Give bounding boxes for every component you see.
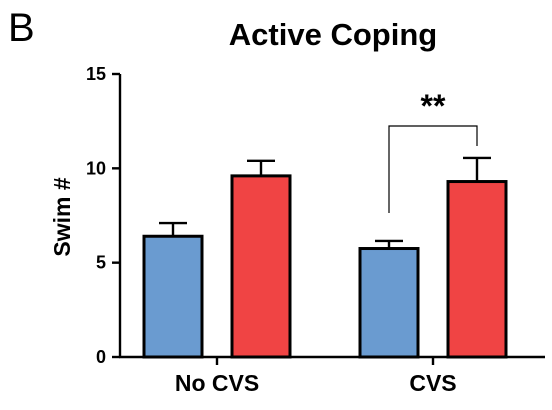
significance-annotations: **: [388, 88, 478, 213]
x-axis-ticks: No CVS CVS: [175, 357, 457, 396]
bar: [446, 180, 508, 359]
significance-bracket: [388, 125, 478, 213]
y-tick-label: 15: [86, 64, 106, 84]
y-tick-label: 0: [96, 347, 106, 367]
y-tick-label: 5: [96, 253, 106, 273]
panel-label: B: [8, 6, 35, 50]
y-tick-label: 10: [86, 158, 106, 178]
bar: [142, 234, 204, 359]
chart-title: Active Coping: [229, 17, 437, 52]
plot-area: [142, 156, 508, 359]
x-tick-label: CVS: [409, 370, 456, 396]
y-axis-label: Swim #: [49, 177, 75, 256]
bar: [230, 174, 292, 359]
y-axis-ticks: 0 5 10 15: [86, 64, 120, 367]
significance-label: **: [421, 88, 446, 124]
x-tick-label: No CVS: [175, 370, 259, 396]
bar: [358, 247, 420, 359]
